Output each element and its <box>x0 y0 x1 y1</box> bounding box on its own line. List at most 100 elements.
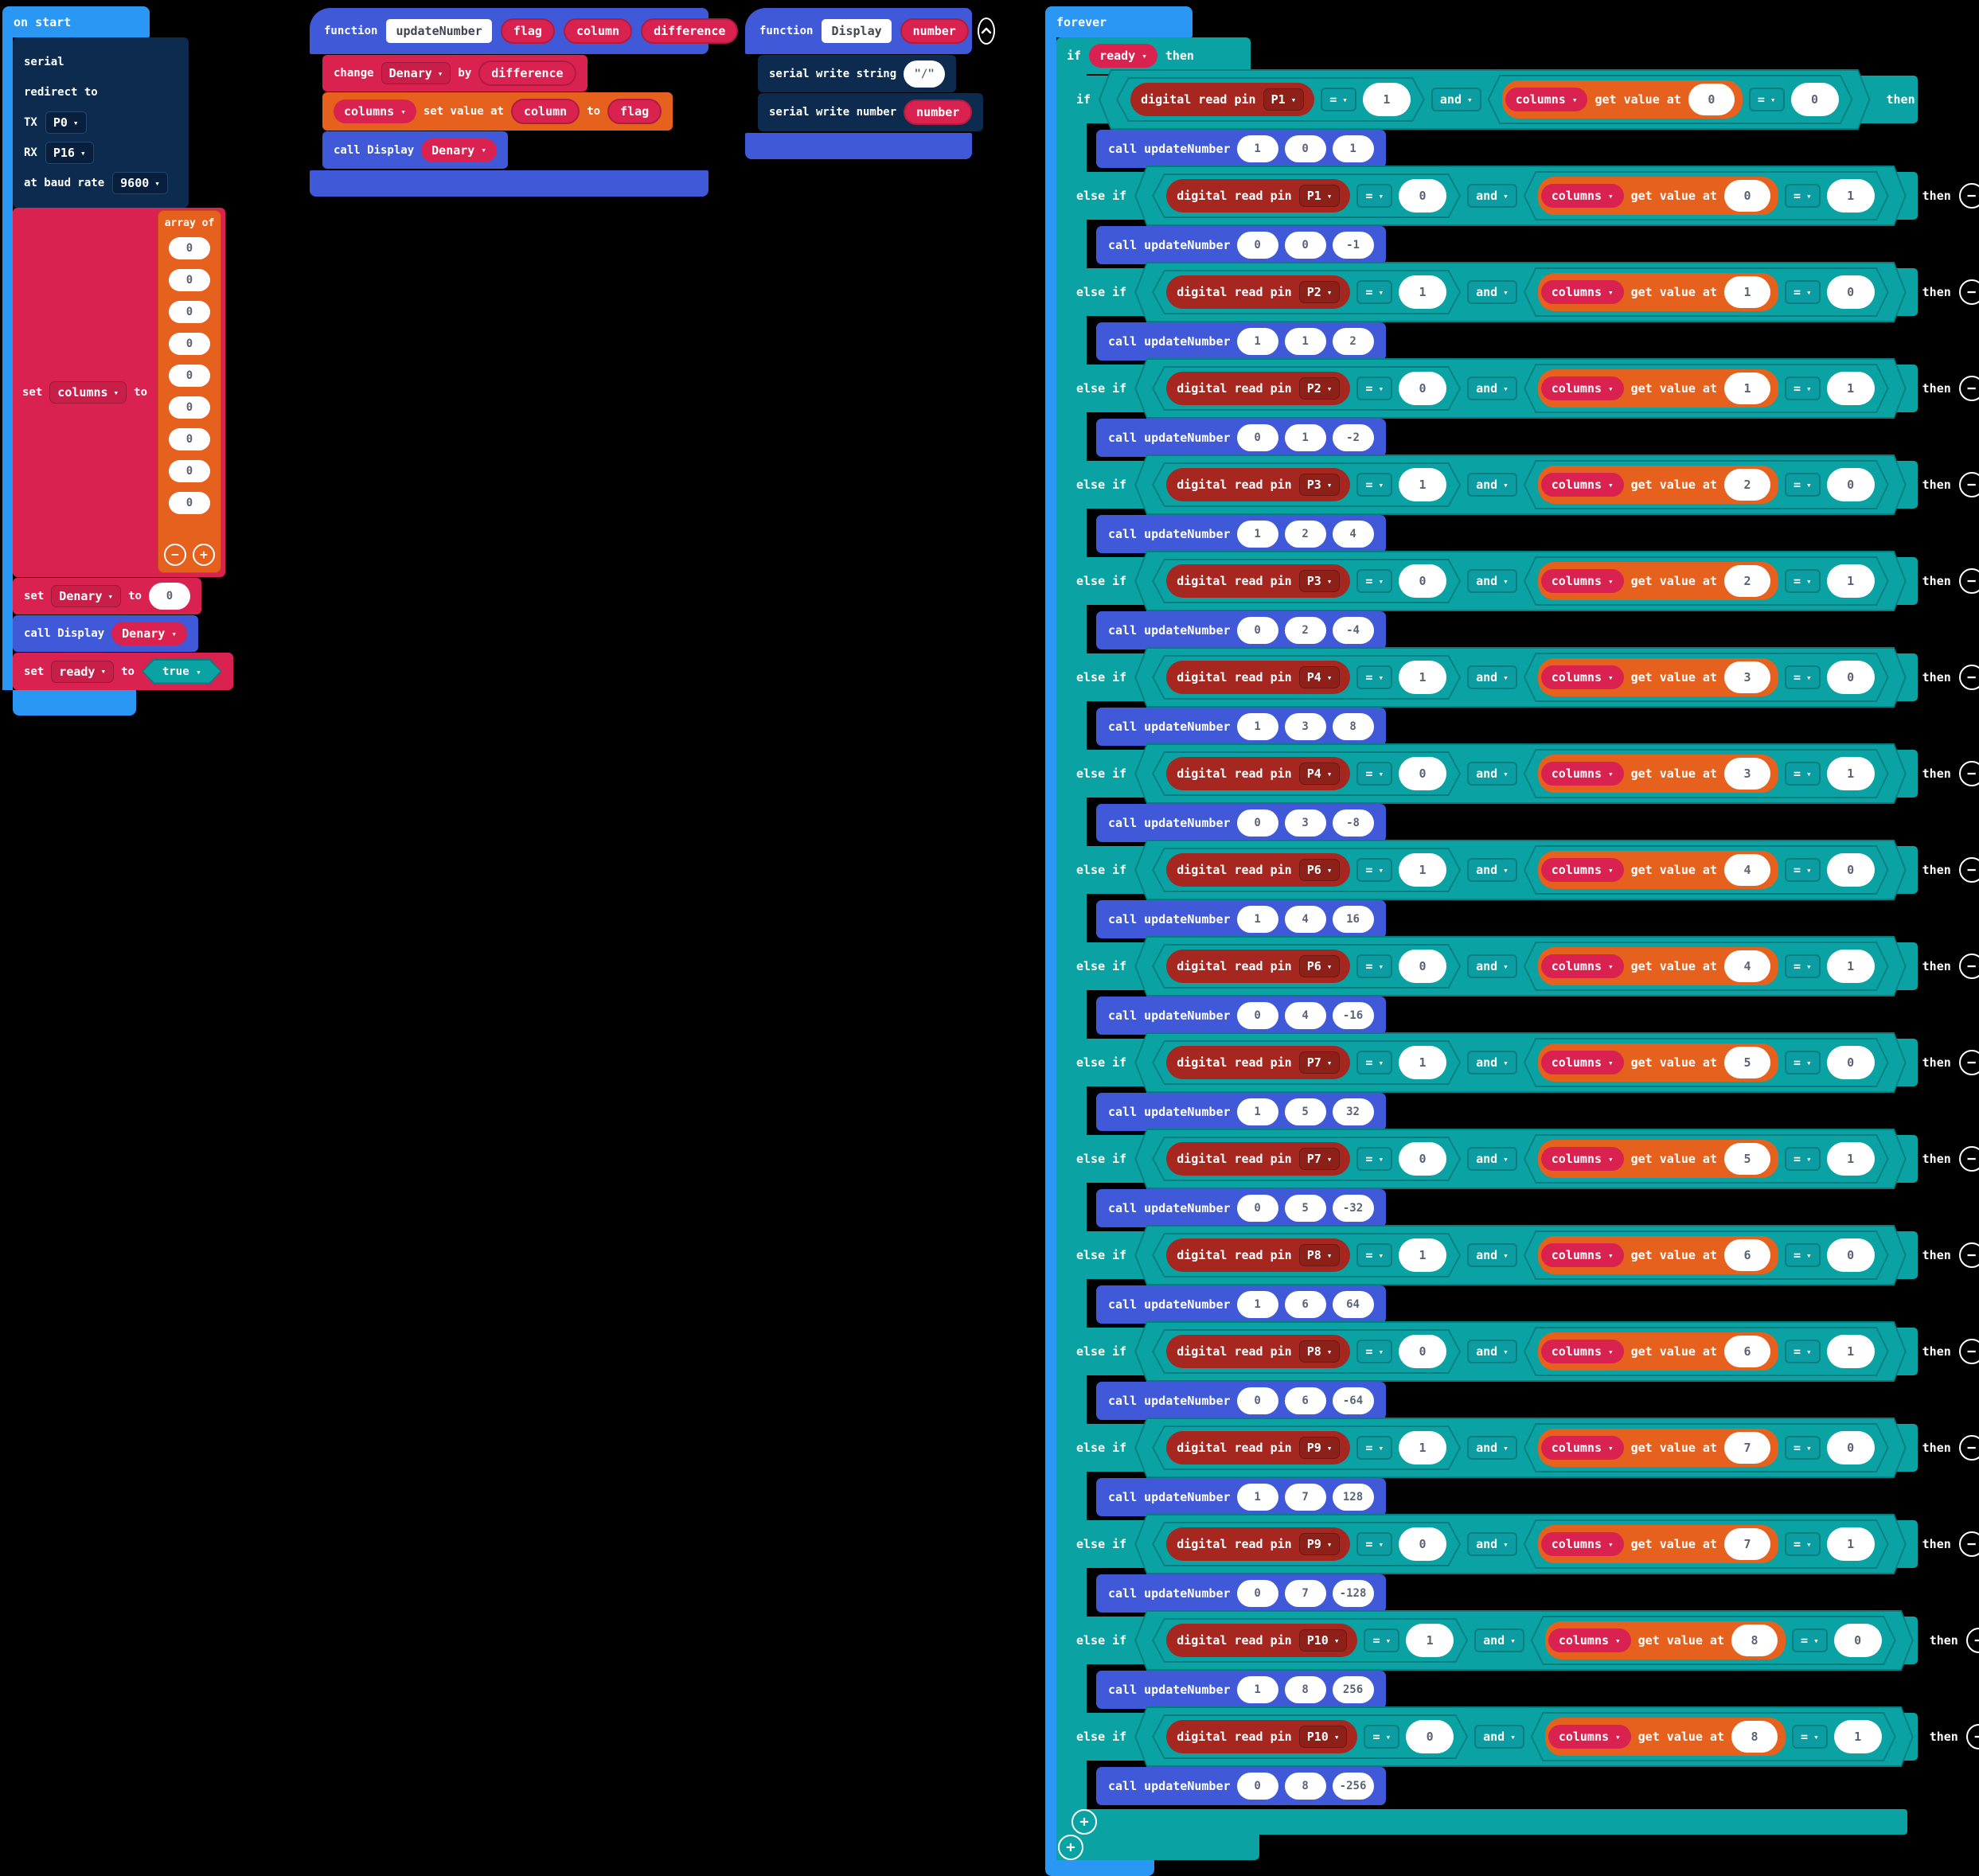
columns-variable[interactable]: columns ▾ <box>1541 858 1624 882</box>
column-arg-input[interactable]: 8 <box>1284 1773 1326 1800</box>
comparison-dropdown[interactable]: = ▾ <box>1785 858 1821 882</box>
flag-arg-input[interactable]: 0 <box>1236 232 1278 259</box>
index-input[interactable]: 3 <box>1724 661 1770 693</box>
difference-arg-input[interactable]: 2 <box>1332 328 1374 355</box>
column-arg-input[interactable]: 3 <box>1284 713 1326 740</box>
pin-comparison[interactable]: digital read pin P7 ▾ = ▾ 1 <box>1152 1040 1461 1085</box>
value-input[interactable]: 0 <box>1827 275 1875 309</box>
digital-read-pin-block[interactable]: digital read pin P9 ▾ <box>1166 1527 1350 1561</box>
condition-bar[interactable]: else if digital read pin P3 ▾ = ▾ 0 and ▾ <box>1067 556 1979 606</box>
call-updatenumber-block[interactable]: call updateNumber 1 8 256 <box>1096 1671 1386 1709</box>
index-input[interactable]: 4 <box>1724 950 1770 982</box>
and-dropdown[interactable]: and ▾ <box>1467 1340 1517 1363</box>
comparison-dropdown[interactable]: = ▾ <box>1785 473 1821 497</box>
and-dropdown[interactable]: and ▾ <box>1467 1147 1517 1171</box>
function-updatenumber-header[interactable]: function updateNumber flag column differ… <box>310 8 765 54</box>
array-comparison[interactable]: columns ▾ get value at 7 = ▾ 0 <box>1524 1423 1889 1472</box>
value-input[interactable]: 1 <box>1827 1142 1875 1176</box>
comparison-dropdown[interactable]: = ▾ <box>1785 280 1821 304</box>
array-comparison[interactable]: columns ▾ get value at 2 = ▾ 1 <box>1524 556 1889 606</box>
digital-read-pin-block[interactable]: digital read pin P1 ▾ <box>1130 83 1314 116</box>
comparison-dropdown[interactable]: = ▾ <box>1785 1532 1821 1556</box>
call-updatenumber-block[interactable]: call updateNumber 1 7 128 <box>1096 1478 1386 1516</box>
comparison-dropdown[interactable]: = ▾ <box>1356 1532 1392 1556</box>
forever-hat[interactable]: forever <box>1045 6 1192 37</box>
call-updatenumber-block[interactable]: call updateNumber 0 0 -1 <box>1096 226 1386 264</box>
columns-variable[interactable]: columns ▾ <box>1541 1147 1624 1171</box>
array-add-icon[interactable]: + <box>193 544 215 566</box>
and-expression[interactable]: digital read pin P6 ▾ = ▾ 1 and ▾ <box>1134 840 1906 900</box>
remove-clause-icon[interactable]: − <box>1958 472 1979 497</box>
and-expression[interactable]: digital read pin P4 ▾ = ▾ 1 and ▾ <box>1134 647 1906 708</box>
pin-comparison[interactable]: digital read pin P3 ▾ = ▾ 0 <box>1152 559 1461 603</box>
value-input[interactable]: 0 <box>1827 468 1875 501</box>
pin-comparison[interactable]: digital read pin P8 ▾ = ▾ 1 <box>1152 1233 1461 1277</box>
array-comparison[interactable]: columns ▾ get value at 6 = ▾ 1 <box>1524 1327 1889 1376</box>
comparison-dropdown[interactable]: = ▾ <box>1356 1051 1392 1075</box>
function-name-field[interactable]: updateNumber <box>386 19 492 43</box>
difference-arg-input[interactable]: 1 <box>1332 135 1374 162</box>
pin-dropdown[interactable]: P4 ▾ <box>1299 762 1341 785</box>
function-name-field[interactable]: Display <box>822 19 892 43</box>
condition-bar[interactable]: else if digital read pin P4 ▾ = ▾ 1 and ▾ <box>1067 653 1979 701</box>
columns-variable[interactable]: columns ▾ <box>1541 1051 1624 1075</box>
index-input[interactable]: 8 <box>1731 1721 1778 1753</box>
value-input[interactable]: 1 <box>1399 468 1446 501</box>
columns-variable[interactable]: columns ▾ <box>1541 280 1624 304</box>
column-arg-input[interactable]: 7 <box>1284 1484 1326 1511</box>
if-ready-block[interactable]: if ready ▾ then if digital read pin P1 ▾ <box>1056 37 1979 1860</box>
digital-read-pin-block[interactable]: digital read pin P3 ▾ <box>1166 468 1350 501</box>
array-get-value-block[interactable]: columns ▾ get value at 0 <box>1502 80 1743 119</box>
pin-dropdown[interactable]: P9 ▾ <box>1299 1437 1341 1459</box>
and-expression[interactable]: digital read pin P10 ▾ = ▾ 0 and ▾ <box>1134 1706 1913 1767</box>
difference-arg-input[interactable]: 64 <box>1332 1291 1374 1318</box>
remove-clause-icon[interactable]: − <box>1958 857 1979 883</box>
flag-arg-input[interactable]: 1 <box>1236 1676 1278 1703</box>
index-input[interactable]: 7 <box>1724 1528 1770 1560</box>
difference-arg-input[interactable]: -64 <box>1332 1387 1374 1414</box>
remove-clause-icon[interactable]: − <box>1958 954 1979 979</box>
digital-read-pin-block[interactable]: digital read pin P9 ▾ <box>1166 1431 1350 1465</box>
comparison-dropdown[interactable]: = ▾ <box>1321 88 1356 111</box>
value-input[interactable]: 0 <box>1399 372 1446 405</box>
pin-comparison[interactable]: digital read pin P9 ▾ = ▾ 1 <box>1152 1426 1461 1470</box>
and-expression[interactable]: digital read pin P1 ▾ = ▾ 1 and ▾ <box>1099 69 1870 130</box>
pin-dropdown[interactable]: P1 ▾ <box>1299 185 1341 207</box>
value-input[interactable]: 0 <box>1399 1142 1446 1176</box>
value-input[interactable]: 0 <box>148 583 190 610</box>
call-updatenumber-block[interactable]: call updateNumber 0 6 -64 <box>1096 1382 1386 1420</box>
denary-variable-dropdown[interactable]: Denary ▾ <box>381 62 451 84</box>
pin-dropdown[interactable]: P8 ▾ <box>1299 1244 1341 1266</box>
array-value-input[interactable]: 0 <box>169 365 210 387</box>
flag-arg-input[interactable]: 0 <box>1236 1387 1278 1414</box>
and-dropdown[interactable]: and ▾ <box>1467 762 1517 786</box>
ready-variable-dropdown[interactable]: ready ▾ <box>51 660 115 683</box>
value-input[interactable]: 1 <box>1827 372 1875 405</box>
value-input[interactable]: 0 <box>1399 1527 1446 1561</box>
array-get-value-block[interactable]: columns ▾ get value at 3 <box>1538 658 1778 696</box>
remove-clause-icon[interactable]: − <box>1958 376 1979 401</box>
digital-read-pin-block[interactable]: digital read pin P7 ▾ <box>1166 1046 1350 1079</box>
call-updatenumber-block[interactable]: call updateNumber 1 6 64 <box>1096 1285 1386 1324</box>
flag-arg-input[interactable]: 1 <box>1236 135 1278 162</box>
condition-bar[interactable]: else if digital read pin P6 ▾ = ▾ 0 and ▾ <box>1067 942 1979 990</box>
array-of-block[interactable]: array of 0 0 0 0 0 0 0 0 0 − + <box>158 210 221 573</box>
value-input[interactable]: 1 <box>1399 853 1446 887</box>
array-comparison[interactable]: columns ▾ get value at 8 = ▾ 0 <box>1531 1616 1896 1665</box>
column-arg-input[interactable]: 0 <box>1284 232 1326 259</box>
digital-read-pin-block[interactable]: digital read pin P8 ▾ <box>1166 1335 1350 1368</box>
function-display-header[interactable]: function Display number <box>745 8 995 54</box>
digital-read-pin-block[interactable]: digital read pin P6 ▾ <box>1166 950 1350 983</box>
pin-dropdown[interactable]: P10 ▾ <box>1299 1629 1348 1652</box>
pin-dropdown[interactable]: P7 ▾ <box>1299 1148 1341 1170</box>
call-updatenumber-block[interactable]: call updateNumber 1 4 16 <box>1096 900 1386 938</box>
remove-clause-icon[interactable]: − <box>1958 1242 1979 1268</box>
remove-clause-icon[interactable]: − <box>1958 761 1979 786</box>
on-start-block[interactable]: on start serial redirect to TX P0 ▾ RX P1… <box>2 6 377 716</box>
condition-bar[interactable]: if digital read pin P1 ▾ = ▾ 1 and ▾ <box>1067 76 1918 123</box>
column-arg-input[interactable]: 6 <box>1284 1387 1326 1414</box>
flag-arg-input[interactable]: 0 <box>1236 809 1278 837</box>
function-display-block[interactable]: function Display number serial write str… <box>745 8 995 159</box>
column-arg-input[interactable]: 2 <box>1284 521 1326 548</box>
and-dropdown[interactable]: and ▾ <box>1431 88 1481 111</box>
